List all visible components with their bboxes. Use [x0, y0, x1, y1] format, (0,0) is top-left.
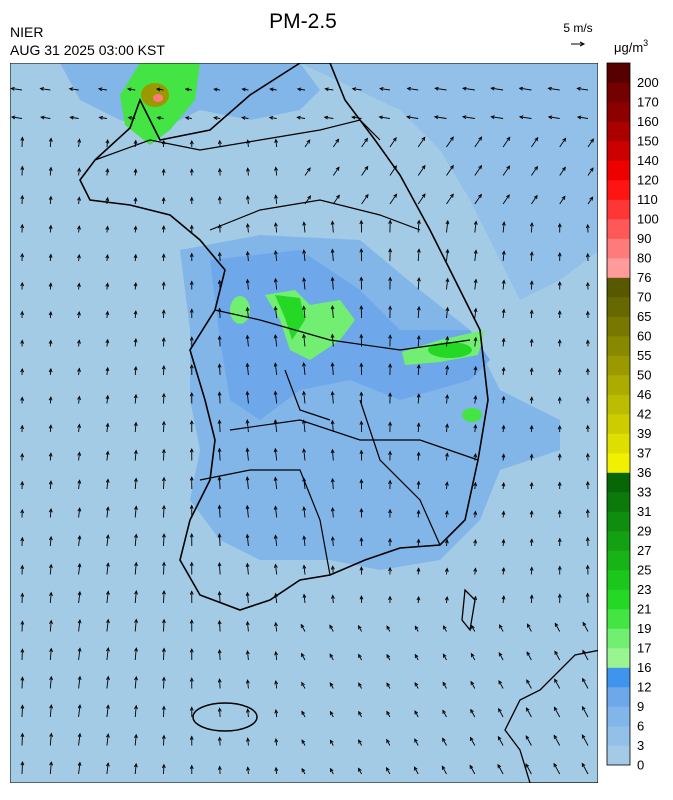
colorbar-label: 29 [637, 524, 651, 539]
pollution-field [230, 296, 250, 324]
colorbar-label: 17 [637, 641, 651, 656]
colorbar-label: 0 [637, 758, 644, 773]
colorbar-swatch [607, 141, 630, 161]
source: NIER [10, 24, 43, 40]
colorbar-swatch [607, 590, 630, 610]
colorbar-label: 16 [637, 660, 651, 675]
colorbar-label: 19 [637, 621, 651, 636]
colorbar-swatch [607, 687, 630, 707]
colorbar-swatch [607, 278, 630, 298]
colorbar-label: 150 [637, 134, 659, 149]
unit-base: μg/m [614, 40, 643, 55]
colorbar-label: 25 [637, 563, 651, 578]
colorbar-swatch [607, 726, 630, 746]
colorbar-swatch [607, 492, 630, 512]
colorbar-swatch [607, 629, 630, 649]
colorbar-swatch [607, 180, 630, 200]
colorbar-label: 55 [637, 348, 651, 363]
colorbar-swatch [607, 434, 630, 454]
colorbar-swatch [607, 395, 630, 415]
colorbar-swatch [607, 63, 630, 83]
colorbar-swatch [607, 161, 630, 181]
colorbar-label: 50 [637, 368, 651, 383]
colorbar-label: 23 [637, 582, 651, 597]
colorbar-swatch [607, 473, 630, 493]
colorbar-label: 42 [637, 407, 651, 422]
colorbar-label: 60 [637, 329, 651, 344]
pollution-field [153, 94, 163, 102]
colorbar-label: 70 [637, 290, 651, 305]
colorbar-label: 110 [637, 192, 658, 207]
colorbar-label: 9 [637, 699, 644, 714]
datetime: AUG 31 2025 03:00 KST [10, 42, 165, 58]
wind-shaft [22, 762, 23, 774]
colorbar-label: 80 [637, 251, 651, 266]
wind-scale-label: 5 m/s [563, 21, 592, 35]
colorbar-label: 46 [637, 387, 651, 402]
colorbar-swatch [607, 609, 630, 629]
colorbar-swatch [607, 356, 630, 376]
map [10, 63, 600, 783]
colorbar-label: 120 [637, 173, 659, 188]
colorbar-swatch [607, 668, 630, 688]
colorbar-label: 37 [637, 446, 651, 461]
unit-sup: 3 [643, 38, 648, 48]
colorbar-swatch [607, 414, 630, 434]
colorbar-swatch [607, 336, 630, 356]
colorbar-swatch [607, 375, 630, 395]
colorbar-label: 76 [637, 270, 651, 285]
colorbar-label: 100 [637, 212, 659, 227]
colorbar-swatch [607, 551, 630, 571]
colorbar-swatch [607, 200, 630, 220]
colorbar-label: 140 [637, 153, 659, 168]
colorbar-swatch [607, 258, 630, 278]
colorbar-swatch [607, 239, 630, 259]
colorbar-swatch [607, 453, 630, 473]
colorbar-label: 160 [637, 114, 659, 129]
colorbar-label: 36 [637, 465, 651, 480]
wind-shaft [22, 734, 23, 746]
colorbar-swatch [607, 317, 630, 337]
colorbar-swatch [607, 219, 630, 239]
colorbar-swatch [607, 570, 630, 590]
colorbar-label: 21 [637, 602, 651, 617]
colorbar-label: 3 [637, 738, 644, 753]
colorbar-swatch [607, 102, 630, 122]
unit: μg/m3 [614, 38, 648, 55]
colorbar-label: 12 [637, 680, 651, 695]
colorbar-swatch [607, 707, 630, 727]
colorbar-swatch [607, 512, 630, 532]
colorbar-label: 6 [637, 719, 644, 734]
colorbar-label: 170 [637, 95, 659, 110]
colorbar-swatch [607, 746, 630, 766]
colorbar-swatch [607, 297, 630, 317]
pollution-field [462, 408, 482, 422]
colorbar-label: 27 [637, 543, 651, 558]
colorbar-label: 90 [637, 231, 651, 246]
colorbar-label: 200 [637, 75, 659, 90]
colorbar-swatch [607, 648, 630, 668]
colorbar-label: 65 [637, 309, 651, 324]
colorbar-label: 31 [637, 504, 651, 519]
pollution-field [428, 342, 472, 358]
colorbar-swatch [607, 531, 630, 551]
colorbar-label: 39 [637, 426, 651, 441]
title: PM-2.5 [269, 10, 337, 33]
colorbar-label: 33 [637, 485, 651, 500]
colorbar-swatch [607, 83, 630, 103]
colorbar-swatch [607, 122, 630, 142]
